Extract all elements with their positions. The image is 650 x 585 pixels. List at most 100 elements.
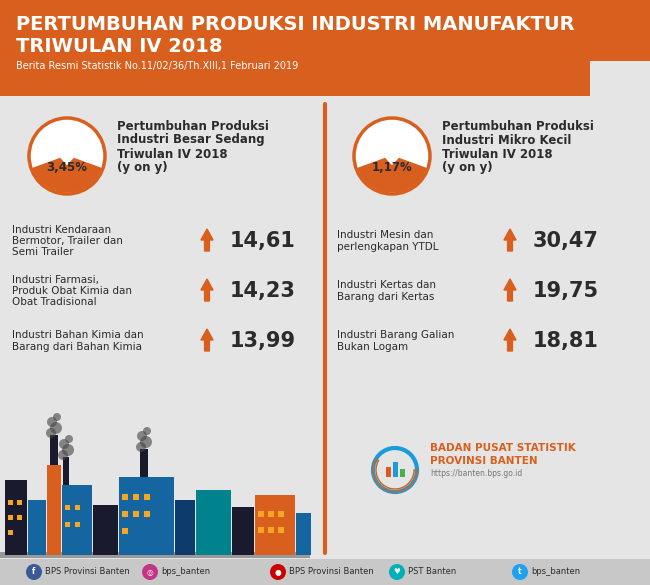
Bar [144, 511, 150, 517]
Text: Industri Mesin dan: Industri Mesin dan [337, 230, 434, 240]
Circle shape [354, 118, 430, 194]
Bar [17, 500, 22, 505]
Circle shape [136, 442, 146, 452]
Text: 14,23: 14,23 [230, 281, 296, 301]
Bar [50, 435, 58, 465]
Text: ◎: ◎ [147, 567, 153, 576]
Text: Industri Kertas dan: Industri Kertas dan [337, 280, 436, 291]
Text: PROVINSI BANTEN: PROVINSI BANTEN [430, 456, 538, 466]
Bar [175, 500, 195, 555]
Polygon shape [201, 229, 213, 251]
Bar [122, 494, 128, 500]
Text: BADAN PUSAT STATISTIK: BADAN PUSAT STATISTIK [430, 443, 576, 453]
Circle shape [137, 431, 147, 441]
Text: t: t [518, 567, 522, 576]
Polygon shape [504, 279, 516, 301]
Text: 30,47: 30,47 [533, 231, 599, 251]
Text: BPS Provinsi Banten: BPS Provinsi Banten [45, 567, 130, 576]
Polygon shape [201, 329, 213, 351]
Text: Obat Tradisional: Obat Tradisional [12, 297, 97, 307]
Circle shape [62, 444, 74, 456]
Bar [122, 528, 128, 534]
Circle shape [512, 564, 528, 580]
Bar [0, 0, 569, 96]
Text: ●: ● [275, 567, 281, 576]
Bar [63, 457, 69, 485]
Text: Pertumbuhan Produksi: Pertumbuhan Produksi [117, 119, 269, 132]
Bar [28, 500, 46, 555]
Polygon shape [51, 146, 83, 164]
Polygon shape [504, 229, 516, 251]
Text: f: f [32, 567, 36, 576]
Bar [5, 480, 27, 555]
Bar [65, 522, 70, 527]
Text: (y on y): (y on y) [442, 161, 493, 174]
Text: Semi Trailer: Semi Trailer [12, 247, 73, 257]
Circle shape [142, 564, 158, 580]
Text: Barang dari Kertas: Barang dari Kertas [337, 291, 434, 301]
Bar [196, 490, 231, 555]
Circle shape [58, 450, 68, 460]
Bar [278, 527, 284, 533]
Bar [393, 462, 398, 477]
Text: Barang dari Bahan Kimia: Barang dari Bahan Kimia [12, 342, 142, 352]
Text: Industri Barang Galian: Industri Barang Galian [337, 331, 454, 340]
Circle shape [270, 564, 286, 580]
Wedge shape [33, 156, 101, 192]
Bar [75, 505, 80, 510]
Circle shape [46, 428, 56, 438]
Text: 14,61: 14,61 [230, 231, 296, 251]
Text: https://banten.bps.go.id: https://banten.bps.go.id [430, 469, 522, 477]
Polygon shape [376, 146, 408, 164]
Text: 1,17%: 1,17% [372, 161, 412, 174]
Text: Industri Farmasi,: Industri Farmasi, [12, 275, 99, 285]
Circle shape [389, 564, 405, 580]
Text: 19,75: 19,75 [533, 281, 599, 301]
Text: PST Banten: PST Banten [408, 567, 456, 576]
Circle shape [65, 435, 73, 443]
Text: Triwulan IV 2018: Triwulan IV 2018 [442, 147, 552, 160]
Circle shape [140, 436, 152, 448]
Text: Berita Resmi Statistik No.11/02/36/Th.XIII,1 Februari 2019: Berita Resmi Statistik No.11/02/36/Th.XI… [16, 61, 298, 71]
Bar [0, 0, 650, 96]
Text: Industri Kendaraan: Industri Kendaraan [12, 225, 111, 235]
Circle shape [47, 417, 57, 427]
Bar [93, 505, 118, 555]
Bar [258, 527, 264, 533]
Text: bps_banten: bps_banten [161, 567, 210, 576]
Bar [140, 449, 148, 477]
Text: 3,45%: 3,45% [47, 161, 88, 174]
Circle shape [29, 118, 105, 194]
Bar [268, 527, 274, 533]
Bar [296, 513, 311, 555]
Polygon shape [201, 279, 213, 301]
Text: Bukan Logam: Bukan Logam [337, 342, 408, 352]
Text: Industri Bahan Kimia dan: Industri Bahan Kimia dan [12, 331, 144, 340]
Bar [386, 467, 391, 477]
Bar [17, 515, 22, 520]
Bar [75, 522, 80, 527]
Bar [8, 530, 13, 535]
Bar [62, 485, 92, 555]
Bar [0, 559, 650, 585]
Circle shape [53, 413, 61, 421]
Text: TRIWULAN IV 2018: TRIWULAN IV 2018 [16, 36, 222, 56]
Text: 13,99: 13,99 [230, 331, 296, 351]
Text: ♥: ♥ [393, 567, 400, 576]
Polygon shape [504, 329, 516, 351]
Circle shape [50, 422, 62, 434]
Bar [65, 505, 70, 510]
Bar [0, 0, 572, 96]
Circle shape [143, 427, 151, 435]
Circle shape [26, 564, 42, 580]
Text: Bermotor, Trailer dan: Bermotor, Trailer dan [12, 236, 123, 246]
Text: (y on y): (y on y) [117, 161, 168, 174]
Text: bps_banten: bps_banten [531, 567, 580, 576]
Text: Industri Besar Sedang: Industri Besar Sedang [117, 133, 265, 146]
Wedge shape [358, 156, 426, 192]
Bar [258, 511, 264, 517]
Bar [119, 477, 174, 555]
Bar [232, 507, 254, 555]
Bar [268, 511, 274, 517]
Text: 18,81: 18,81 [533, 331, 599, 351]
